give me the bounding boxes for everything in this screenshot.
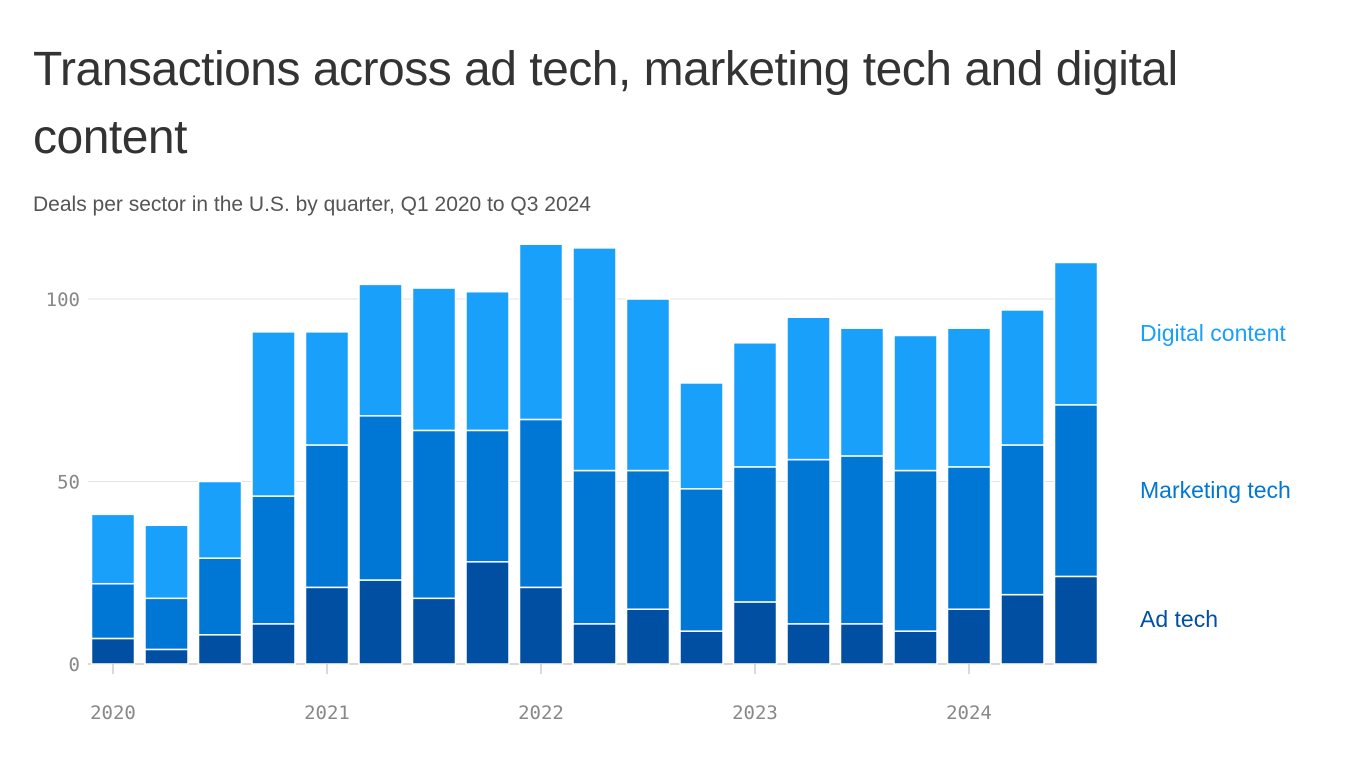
- bar-ad-tech: [946, 608, 992, 665]
- bar-ad-tech: [893, 630, 938, 665]
- bar-digital-content: [465, 290, 510, 432]
- bar-marketing-tech: [197, 557, 243, 636]
- y-tick-label: 100: [46, 289, 80, 311]
- bar-marketing-tech: [1000, 444, 1045, 596]
- bar-digital-content: [625, 298, 671, 472]
- bar-ad-tech: [304, 586, 350, 665]
- bar-digital-content: [572, 247, 617, 472]
- bar-digital-content: [197, 480, 243, 559]
- bar-marketing-tech: [839, 455, 885, 625]
- bar-marketing-tech: [732, 466, 778, 603]
- bar-ad-tech: [358, 579, 403, 665]
- bar-marketing-tech: [465, 429, 510, 563]
- bar-ad-tech: [90, 637, 136, 665]
- bar-ad-tech: [1000, 593, 1045, 665]
- bar-digital-content: [518, 243, 564, 421]
- bar-digital-content: [786, 316, 831, 461]
- bar-digital-content: [90, 513, 136, 585]
- bar-marketing-tech: [358, 415, 403, 581]
- bar-marketing-tech: [893, 469, 938, 632]
- bar-ad-tech: [732, 601, 778, 665]
- bar-marketing-tech: [144, 597, 189, 651]
- bar-marketing-tech: [625, 469, 671, 610]
- bar-digital-content: [358, 283, 403, 417]
- bar-digital-content: [946, 327, 992, 468]
- bar-marketing-tech: [786, 458, 831, 625]
- bar-ad-tech: [518, 586, 564, 665]
- bar-digital-content: [1000, 309, 1045, 446]
- x-tick-label: 2021: [304, 702, 350, 724]
- bar-ad-tech: [786, 623, 831, 665]
- bar-marketing-tech: [90, 582, 136, 640]
- bar-digital-content: [304, 331, 350, 446]
- bar-marketing-tech: [679, 488, 724, 632]
- bar-ad-tech: [197, 634, 243, 665]
- y-tick-label: 0: [69, 654, 80, 676]
- bar-marketing-tech: [304, 444, 350, 589]
- x-tick-label: 2024: [946, 702, 992, 724]
- bar-digital-content: [839, 327, 885, 457]
- bar-digital-content: [1053, 261, 1099, 406]
- bar-ad-tech: [411, 597, 457, 665]
- legend-label: Marketing tech: [1140, 477, 1291, 503]
- bar-ad-tech: [251, 623, 296, 665]
- y-tick-label: 50: [57, 472, 80, 494]
- bar-marketing-tech: [411, 429, 457, 600]
- bar-ad-tech: [839, 623, 885, 665]
- chart-title: Transactions across ad tech, marketing t…: [33, 43, 1178, 164]
- legend-label: Ad tech: [1140, 606, 1218, 632]
- bar-ad-tech: [144, 648, 189, 665]
- bar-marketing-tech: [1053, 404, 1099, 578]
- x-tick-label: 2020: [90, 702, 136, 724]
- bar-marketing-tech: [946, 466, 992, 610]
- bar-digital-content: [732, 342, 778, 468]
- bar-digital-content: [679, 382, 724, 490]
- bar-marketing-tech: [572, 469, 617, 625]
- bar-ad-tech: [1053, 575, 1099, 665]
- x-tick-label: 2023: [732, 702, 778, 724]
- bar-digital-content: [144, 524, 189, 600]
- bar-ad-tech: [679, 630, 724, 665]
- bar-digital-content: [411, 287, 457, 432]
- x-tick-label: 2022: [518, 702, 564, 724]
- bar-ad-tech: [625, 608, 671, 665]
- chart-subtitle: Deals per sector in the U.S. by quarter,…: [33, 193, 591, 216]
- bar-ad-tech: [572, 623, 617, 665]
- legend-label: Digital content: [1140, 320, 1286, 346]
- bar-digital-content: [893, 334, 938, 472]
- bar-marketing-tech: [518, 418, 564, 589]
- bar-digital-content: [251, 331, 296, 497]
- bar-marketing-tech: [251, 495, 296, 625]
- bar-ad-tech: [465, 561, 510, 665]
